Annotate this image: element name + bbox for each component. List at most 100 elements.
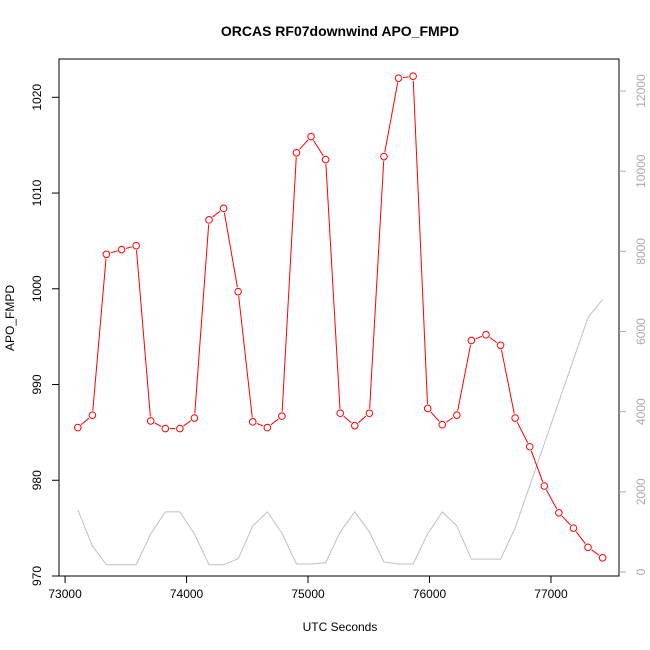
apo-line-segment xyxy=(500,349,515,414)
apo-data-point xyxy=(438,420,447,429)
apo-data-point xyxy=(555,509,563,517)
apo-data-point xyxy=(117,245,126,254)
apo-data-point xyxy=(321,155,330,164)
apo-data-point xyxy=(234,287,242,296)
apo-line-segment xyxy=(384,82,399,153)
apo-data-point xyxy=(394,74,403,82)
series-altitude xyxy=(77,299,603,566)
apo-data-point xyxy=(248,418,257,426)
y2-tick-label: 0 xyxy=(634,568,648,575)
left-axis: 970 980 990 1000 1010 1020 xyxy=(30,84,59,586)
apo-line-segment xyxy=(325,163,341,409)
apo-data-point xyxy=(467,336,476,345)
x-tick-label: 76000 xyxy=(413,587,447,601)
apo-data-point xyxy=(365,409,374,418)
apo-line-segment xyxy=(125,246,132,249)
y2-tick-label: 10000 xyxy=(634,154,648,188)
apo-line-segment xyxy=(270,418,279,426)
y-tick-label: 990 xyxy=(30,374,44,394)
apo-line-segment xyxy=(530,450,544,482)
y2-tick-label: 6000 xyxy=(634,318,648,345)
y2-tick-label: 2000 xyxy=(634,478,648,505)
apo-line-segment xyxy=(412,80,428,404)
apo-line-segment xyxy=(212,210,221,218)
apo-data-point xyxy=(584,543,592,552)
bottom-axis: 73000 74000 75000 76000 77000 xyxy=(48,576,568,601)
apo-data-point xyxy=(88,411,97,419)
apo-data-point xyxy=(525,442,534,451)
apo-line-segment xyxy=(299,139,309,150)
apo-data-point xyxy=(423,404,432,413)
altitude-line xyxy=(77,299,603,566)
apo-line-segment xyxy=(110,250,118,254)
x-tick-label: 75000 xyxy=(291,587,325,601)
apo-data-point xyxy=(278,412,286,420)
apo-data-point xyxy=(380,152,388,161)
apo-line-segment xyxy=(575,531,586,545)
apo-line-segment xyxy=(445,417,454,423)
apo-data-point xyxy=(336,409,345,418)
apo-line-segment xyxy=(80,417,90,426)
apo-data-point xyxy=(205,216,213,224)
apo-line-segment xyxy=(591,549,600,556)
apo-data-point xyxy=(132,241,140,250)
apo-data-point xyxy=(453,411,461,419)
apo-data-point xyxy=(176,424,184,433)
apo-data-point xyxy=(146,417,155,425)
apo-data-point xyxy=(496,341,505,350)
plot-frame xyxy=(58,58,620,577)
apo-data-point xyxy=(74,423,82,432)
y2-tick-label: 8000 xyxy=(634,238,648,265)
apo-line-segment xyxy=(92,258,107,411)
y-tick-label: 1020 xyxy=(30,84,44,111)
x-tick-label: 74000 xyxy=(170,587,204,601)
y-tick-label: 970 xyxy=(30,566,44,586)
apo-data-point xyxy=(482,330,490,339)
apo-line-segment xyxy=(475,335,482,340)
apo-data-point xyxy=(569,524,578,532)
apo-line-segment xyxy=(281,157,297,412)
apo-line-segment xyxy=(223,212,238,288)
apo-data-point xyxy=(598,554,607,562)
series-apo-fmpd xyxy=(74,72,607,562)
apo-line-segment xyxy=(489,336,498,344)
apo-line-segment xyxy=(136,250,151,417)
apo-data-point xyxy=(102,250,111,259)
apo-line-segment xyxy=(154,422,162,427)
y-axis-label: APO_FMPD xyxy=(3,285,17,351)
apo-line-segment xyxy=(357,415,367,424)
y2-tick-label: 4000 xyxy=(634,398,648,425)
apo-line-segment xyxy=(430,411,440,422)
apo-line-segment xyxy=(561,515,571,526)
apo-data-point xyxy=(263,423,272,432)
apo-line-segment xyxy=(256,423,264,427)
y-tick-label: 980 xyxy=(30,470,44,490)
apo-line-segment xyxy=(457,344,472,411)
apo-line-segment xyxy=(516,421,529,443)
apo-data-point xyxy=(307,132,315,141)
y2-tick-label: 12000 xyxy=(634,74,648,108)
apo-line-segment xyxy=(402,76,409,79)
x-axis-label: UTC Seconds xyxy=(303,620,378,634)
apo-data-point xyxy=(350,421,359,430)
y-tick-label: 1000 xyxy=(30,275,44,302)
apo-data-point xyxy=(511,414,519,422)
apo-line-segment xyxy=(369,161,385,409)
apo-data-point xyxy=(292,149,301,157)
x-tick-label: 77000 xyxy=(534,587,568,601)
apo-line-segment xyxy=(546,489,558,510)
apo-data-point xyxy=(540,482,549,490)
x-tick-label: 73000 xyxy=(48,587,82,601)
apo-data-point xyxy=(409,72,417,81)
apo-line-segment xyxy=(313,140,324,156)
y-tick-label: 1010 xyxy=(30,179,44,206)
apo-data-point xyxy=(190,414,199,422)
apo-line-segment xyxy=(183,420,192,427)
apo-line-segment xyxy=(343,415,352,424)
apo-line-segment xyxy=(238,296,253,418)
apo-line-segment xyxy=(194,224,210,414)
apo-data-point xyxy=(219,204,228,213)
chart-title: ORCAS RF07downwind APO_FMPD xyxy=(221,23,459,39)
right-axis: 0 2000 4000 6000 8000 10000 12000 xyxy=(619,74,648,575)
